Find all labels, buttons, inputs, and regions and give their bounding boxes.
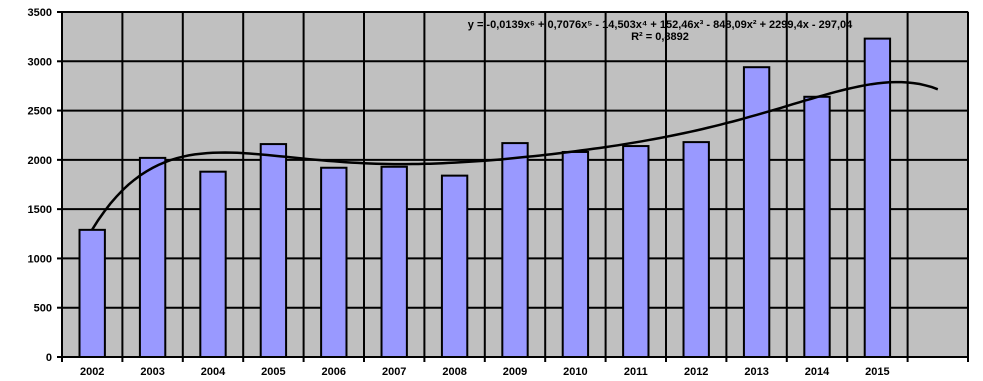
bar-2004: [199, 170, 227, 358]
x-tick-label: 2007: [382, 366, 406, 378]
x-tick-label: 2003: [140, 366, 164, 378]
trend-r-squared: R² = 0,8892: [631, 31, 689, 43]
y-tick-labels: 0 500 1000 1500 2000 2500 3000 3500: [28, 7, 62, 364]
y-tick-label: 3000: [28, 56, 52, 68]
bar-2014: [803, 95, 831, 359]
x-tick-label: 2008: [442, 366, 466, 378]
trend-equation: y = -0,0139x⁶ + 0,7076x⁵ - 14,503x⁴ + 15…: [468, 19, 853, 31]
x-tick-label: 2004: [201, 366, 226, 378]
y-tick-label: 2000: [28, 155, 52, 167]
y-tick-label: 1500: [28, 204, 52, 216]
y-tick-label: 1000: [28, 253, 52, 265]
y-tick-label: 500: [34, 303, 52, 315]
x-tick-label: 2014: [805, 366, 830, 378]
bar-2015: [863, 37, 892, 358]
bar-2006: [320, 166, 348, 358]
bar-2002: [78, 228, 106, 358]
x-tick-label: 2002: [80, 366, 104, 378]
trend-line: [91, 80, 939, 231]
bar-2010: [561, 150, 590, 358]
x-tick-label: 2006: [322, 366, 346, 378]
bar-2013: [742, 66, 771, 358]
x-tick-label: 2011: [624, 366, 648, 378]
bars-group: [78, 37, 892, 359]
x-tick-label: 2010: [563, 366, 587, 378]
x-tick-label: 2012: [684, 366, 708, 378]
bar-2005: [259, 143, 288, 358]
x-tick-label: 2013: [744, 366, 768, 378]
bar-2003: [138, 156, 167, 358]
bar-2007: [380, 165, 408, 358]
x-tick-label: 2005: [261, 366, 285, 378]
y-tick-label: 0: [46, 352, 52, 364]
x-tick-label: 2009: [503, 366, 527, 378]
y-tick-label: 3500: [28, 7, 52, 19]
x-tick-labels: 2002 2003 2004 2005 2006 2007 2008 2009 2010 2011…: [61, 357, 969, 378]
bar-2009: [501, 142, 529, 358]
x-tick-label: 2015: [865, 366, 889, 378]
bar-2012: [682, 141, 710, 358]
y-tick-label: 2500: [28, 106, 52, 118]
bar-2011: [622, 145, 650, 358]
bar-2008: [440, 174, 469, 358]
